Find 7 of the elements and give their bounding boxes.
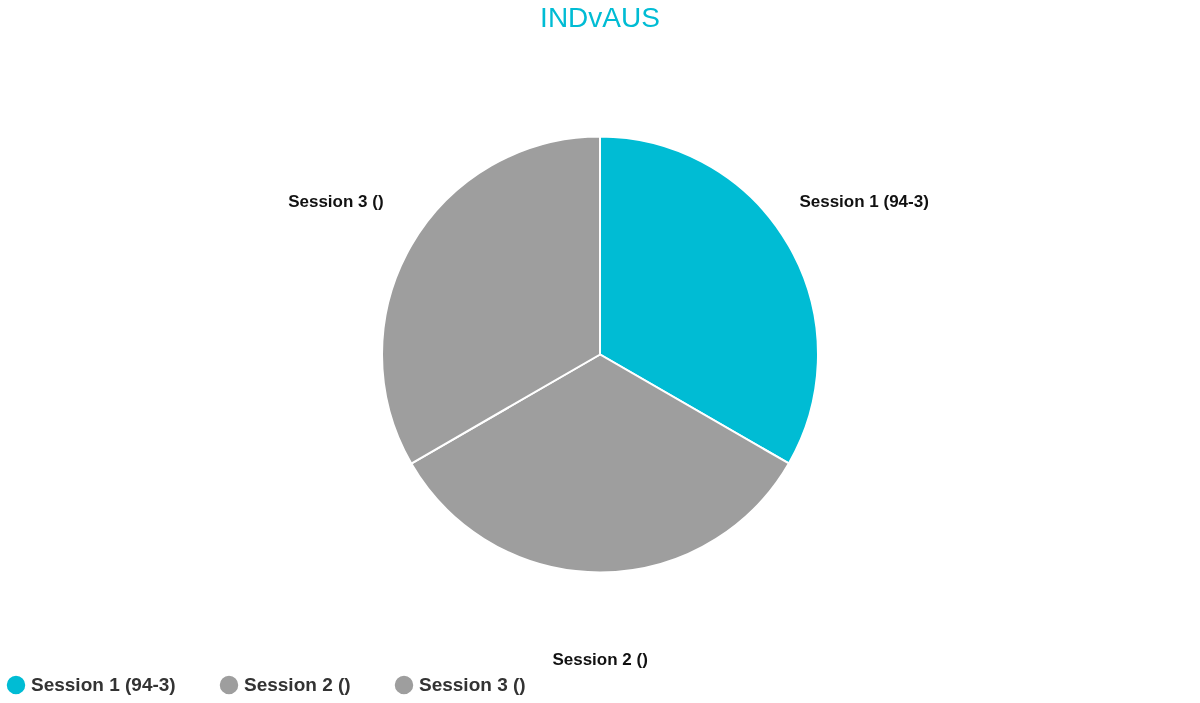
legend-label: Session 3 () (419, 674, 526, 695)
chart-title: INDvAUS (540, 2, 660, 33)
legend-label: Session 1 (94-3) (31, 674, 176, 695)
slice-label: Session 1 (94-3) (799, 191, 929, 211)
slice-label: Session 2 () (552, 649, 648, 669)
legend-label: Session 2 () (244, 674, 351, 695)
slice-label: Session 3 () (288, 192, 384, 212)
